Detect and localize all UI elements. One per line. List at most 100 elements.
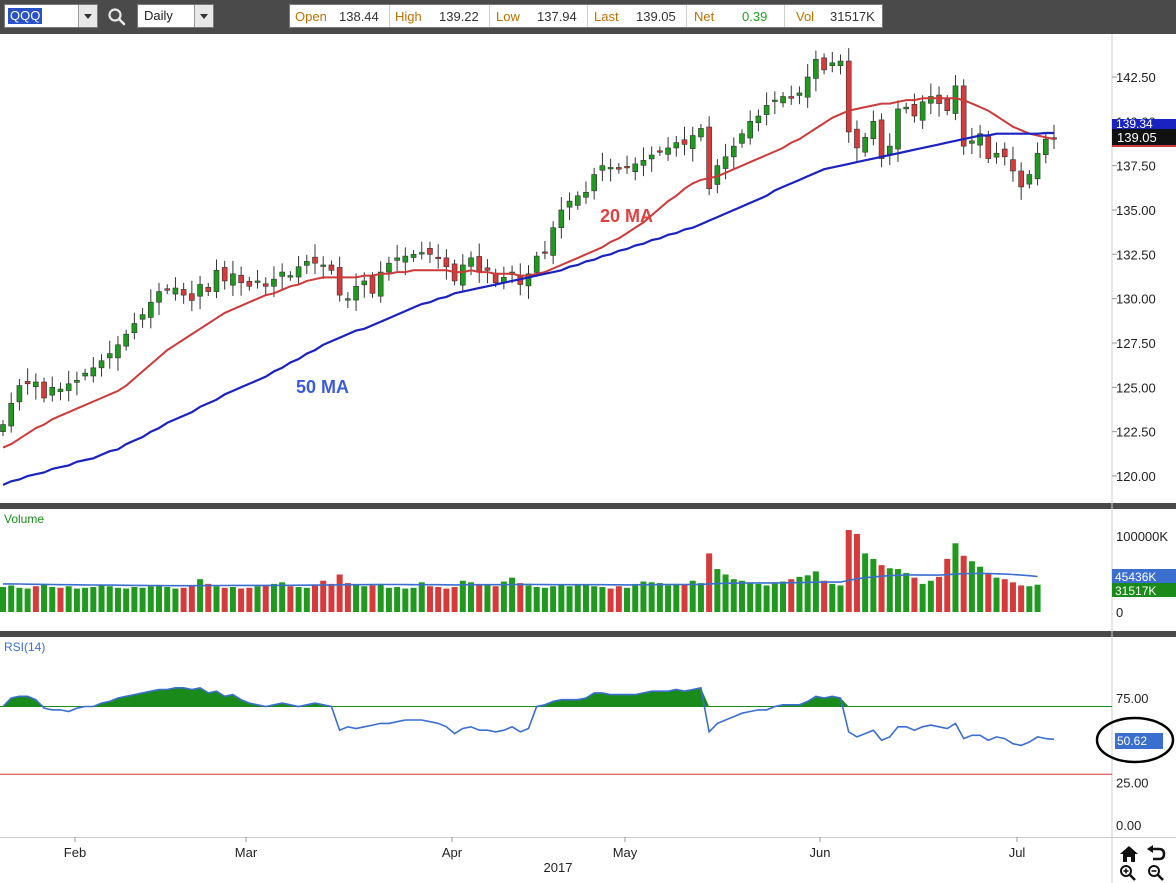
candle-body (427, 248, 433, 255)
volume-bar (574, 584, 581, 612)
price-tick-label: 122.50 (1116, 425, 1156, 440)
candle-body (788, 96, 795, 99)
volume-bar (582, 585, 589, 612)
home-icon[interactable] (1118, 844, 1140, 864)
candle-body (755, 115, 762, 124)
panel-divider[interactable] (0, 631, 1176, 637)
last-label: Last (594, 9, 619, 24)
volume-bar (541, 587, 548, 612)
volume-bar (771, 583, 778, 612)
vol-label: Vol (796, 9, 815, 24)
toolbar: QQQ Daily Open 138.44 High 139.22 Low 13… (0, 0, 1176, 34)
back-icon[interactable] (1146, 844, 1166, 864)
volume-bar (139, 587, 146, 612)
volume-bar (123, 588, 130, 612)
volume-bar (919, 583, 926, 612)
volume-bar (624, 587, 631, 612)
candle-body (985, 134, 992, 159)
volume-bar (640, 581, 647, 612)
candle-body (665, 147, 671, 155)
price-panel (0, 48, 1057, 437)
candle-body (829, 62, 836, 66)
candle-body (377, 271, 384, 297)
zoom-in-icon[interactable] (1119, 864, 1137, 882)
candle-body (123, 333, 129, 347)
candle-body (476, 256, 483, 273)
candle-body (74, 379, 80, 383)
volume-bar (492, 586, 499, 612)
candle-body (353, 285, 359, 301)
candle-body (271, 278, 277, 287)
volume-bar (862, 553, 869, 612)
volume-bar (509, 577, 516, 612)
candle-body (443, 257, 450, 268)
candle-body (147, 301, 154, 318)
search-icon[interactable] (107, 7, 127, 27)
stock-chart[interactable]: 20 MA 50 MA 142.50140.00137.50135.00132.… (0, 34, 1176, 883)
rsi-tick-label: 0.00 (1116, 818, 1141, 833)
symbol-value: QQQ (8, 8, 43, 24)
volume-bar (722, 574, 729, 612)
panel-divider[interactable] (0, 503, 1176, 509)
symbol-dropdown-button[interactable] (78, 5, 97, 27)
volume-bar (0, 587, 6, 612)
candle-body (813, 58, 819, 79)
volume-bar (853, 533, 860, 612)
candle-body (16, 385, 23, 403)
candle-body (944, 99, 951, 111)
candle-body (804, 76, 811, 98)
volume-bar (788, 579, 795, 612)
volume-bar (845, 530, 852, 612)
symbol-input[interactable]: QQQ (4, 4, 98, 28)
volume-bar (1026, 586, 1033, 612)
candle-body (312, 256, 318, 264)
volume-bar (829, 583, 836, 612)
candle-body (254, 280, 261, 283)
rsi-axis: 75.00 25.00 0.00 (1116, 691, 1149, 833)
volume-bar (459, 580, 466, 612)
volume-bar (566, 586, 573, 612)
period-select[interactable]: Daily (137, 4, 214, 28)
volume-bar (673, 583, 680, 612)
volume-bar (114, 587, 121, 612)
candle-body (386, 262, 392, 273)
zoom-out-icon[interactable] (1147, 864, 1165, 882)
volume-bar (697, 583, 704, 612)
candle-body (139, 314, 146, 320)
net-label: Net (694, 9, 715, 24)
x-axis: Feb Mar Apr May Jun Jul 2017 (64, 837, 1025, 875)
candle-body (698, 128, 704, 138)
volume-bar (607, 588, 614, 612)
volume-bar (648, 582, 655, 612)
candle-body (969, 140, 975, 144)
candle-body (845, 60, 852, 133)
candle-body (336, 267, 343, 296)
volume-bar (287, 586, 294, 612)
candle-body (525, 273, 532, 287)
candle-body (205, 287, 212, 292)
volume-bar (262, 585, 269, 612)
period-dropdown-button[interactable] (194, 5, 213, 27)
volume-bar (632, 583, 639, 612)
volume-bar (361, 586, 368, 612)
volume-bar (24, 588, 31, 612)
price-tick-label: 135.00 (1116, 203, 1156, 218)
volume-bar (591, 586, 598, 612)
volume-bar (32, 586, 39, 612)
candle-body (246, 280, 253, 287)
high-value: 139.22 (439, 9, 479, 24)
volume-bar (377, 583, 384, 612)
candle-body (936, 94, 942, 104)
volume-bar (468, 582, 475, 612)
rsi-value-highlight (1095, 716, 1175, 764)
candle-body (410, 254, 417, 258)
candle-body (583, 191, 589, 198)
volume-bar (1018, 585, 1025, 612)
volume-bar (303, 587, 310, 612)
open-value: 138.44 (339, 9, 379, 24)
volume-bar (295, 587, 302, 612)
last-value: 139.05 (636, 9, 676, 24)
candle-body (1001, 148, 1008, 158)
volume-bar (894, 569, 901, 612)
volume-bar (615, 586, 622, 612)
